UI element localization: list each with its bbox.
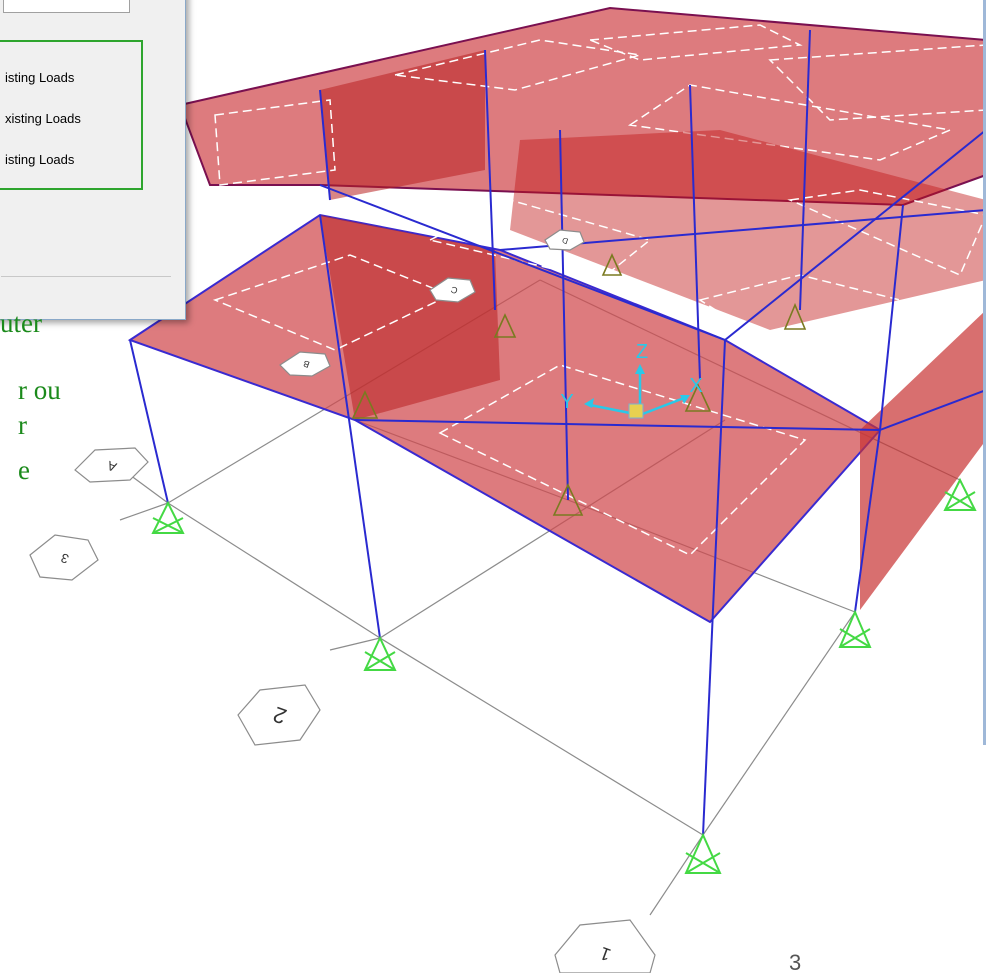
dialog-input-field[interactable] [3,0,130,13]
page-number: 3 [789,950,802,975]
grid-bubble-label-3: 3 [59,550,71,567]
frame-members [129,29,986,836]
base-supports [151,477,977,874]
axis-label-y: Y [560,391,573,413]
hidden-supports [351,253,807,516]
annotation-text-line-2: r ou [18,375,61,405]
viewport-border [983,0,986,745]
assign-loads-dialog: isting Loads xisting Loads isting Loads [0,0,186,320]
grid-bubble-2 [237,684,321,746]
annotation-text-line-4: e [18,455,30,485]
grid-bubble-d [544,229,585,251]
roof-slab [178,6,986,207]
grid-bubble-c [429,277,476,303]
dialog-separator [1,276,171,277]
axis-triad: Z Y X [560,341,703,419]
floor-slab [127,130,986,624]
grid-bubble-label-b: B [302,358,311,369]
grid-bubble-b [279,351,331,377]
option-add-to-existing-loads[interactable]: isting Loads [5,70,75,85]
grid-bubble-3 [29,534,99,581]
option-replace-existing-loads[interactable]: xisting Loads [5,111,81,126]
axis-label-x: X [689,375,702,397]
grid-bubbles [29,229,656,974]
axis-label-z: Z [636,341,648,363]
grid-bubble-label-d: D [561,235,570,246]
option-delete-existing-loads[interactable]: isting Loads [5,152,75,167]
grid-bubble-a [74,447,149,483]
load-options-group: isting Loads xisting Loads isting Loads [0,40,143,190]
annotation-text-line-1: uter [0,308,42,338]
annotation-text-line-3: r [18,410,27,440]
grid-bubble-label-c: C [449,284,459,296]
